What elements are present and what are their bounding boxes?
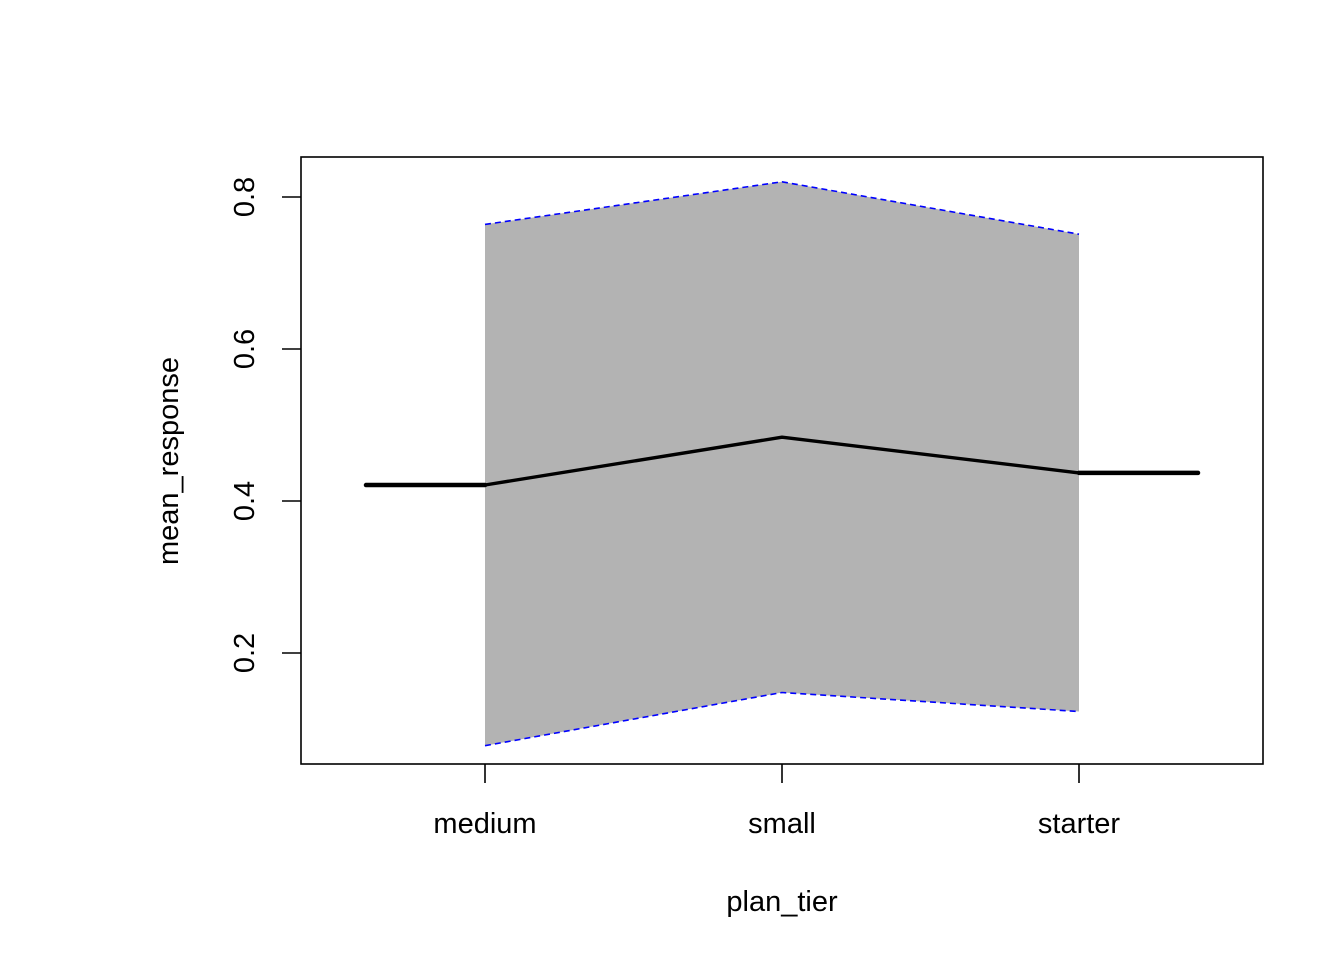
y-tick-label: 0.6 [229, 329, 261, 369]
x-tick-label: medium [433, 808, 536, 840]
confidence-band [484, 180, 1080, 747]
y-tick-label: 0.2 [229, 633, 261, 673]
band-lower-line [484, 691, 1080, 747]
band-fill [485, 181, 1079, 746]
band-upper-line [484, 180, 1080, 235]
x-axis: medium small starter [433, 764, 1120, 840]
x-tick-label: small [748, 808, 816, 840]
y-axis: 0.2 0.4 0.6 0.8 [229, 177, 301, 673]
series-lines [363, 435, 1201, 488]
y-tick-label: 0.4 [229, 481, 261, 521]
y-axis-title: mean_response [153, 357, 185, 565]
x-tick-label: starter [1038, 808, 1121, 840]
x-axis-title: plan_tier [726, 886, 838, 918]
mean-line [484, 435, 1080, 487]
y-tick-label: 0.8 [229, 177, 261, 217]
